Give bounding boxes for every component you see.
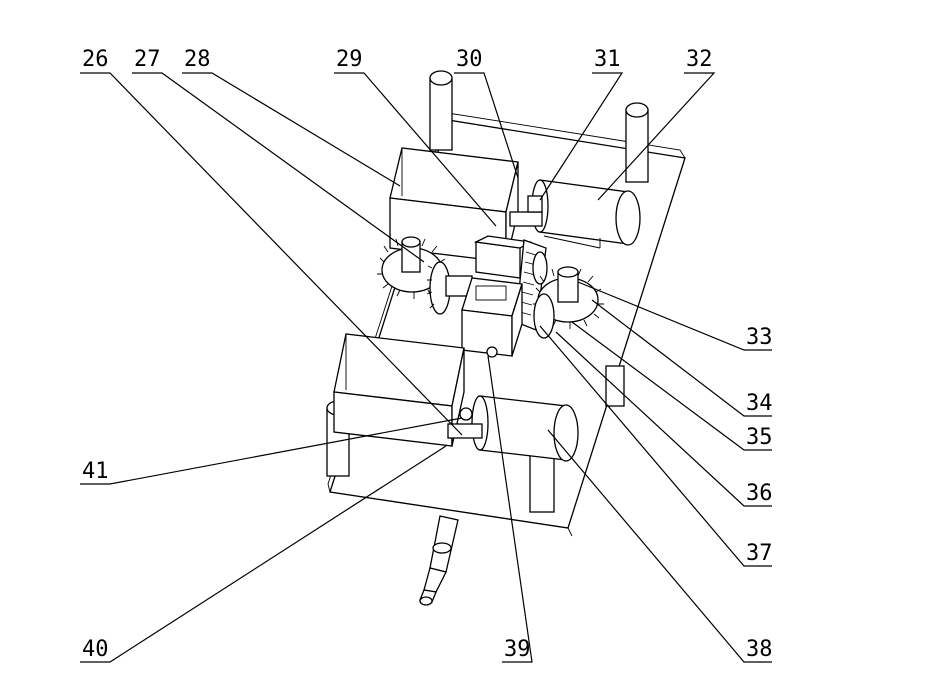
- output-shaft: [419, 515, 459, 606]
- callout-37: 37: [746, 541, 773, 566]
- callout-27: 27: [134, 47, 161, 72]
- lower-gearbox: [333, 333, 465, 447]
- callout-39: 39: [504, 637, 531, 662]
- post-top-left: [429, 70, 453, 151]
- leader-lines: [80, 72, 772, 663]
- callout-29: 29: [336, 47, 363, 72]
- callout-labels: 26 27 28 29 30 31 32 33 34 35 36 37 38 3…: [82, 47, 773, 662]
- left-gear-pair: [377, 236, 473, 315]
- callout-32: 32: [686, 47, 713, 72]
- callout-30: 30: [456, 47, 483, 72]
- callout-33: 33: [746, 325, 773, 350]
- callout-40: 40: [82, 637, 109, 662]
- center-drive-box: [461, 277, 523, 358]
- callout-35: 35: [746, 425, 773, 450]
- callout-41: 41: [82, 459, 109, 484]
- right-gear-pair: [533, 266, 604, 339]
- callout-36: 36: [746, 481, 773, 506]
- upper-motor: [509, 179, 641, 249]
- callout-38: 38: [746, 637, 773, 662]
- callout-26: 26: [82, 47, 109, 72]
- callout-28: 28: [184, 47, 211, 72]
- lower-motor: [447, 365, 625, 462]
- post-top-right: [625, 102, 649, 183]
- callout-31: 31: [594, 47, 621, 72]
- callout-34: 34: [746, 391, 773, 416]
